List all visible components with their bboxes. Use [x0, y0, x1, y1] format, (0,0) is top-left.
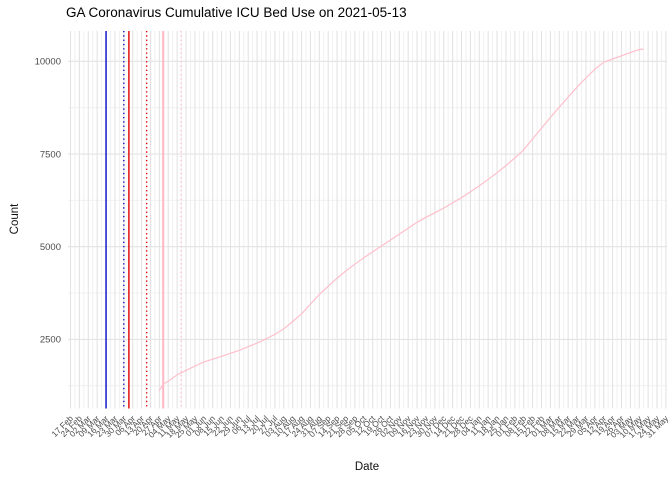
- chart-title: GA Coronavirus Cumulative ICU Bed Use on…: [66, 5, 407, 20]
- data-series: [158, 48, 644, 391]
- event-vlines: [105, 31, 182, 409]
- series-line-cumulative-icu-bed-use: [158, 48, 644, 391]
- y-tick-labels: 2500 5000 7500 10000: [35, 57, 61, 346]
- y-tick-label: 7500: [40, 149, 61, 160]
- major-gridlines: [68, 31, 667, 409]
- x-axis-title: Date: [354, 461, 380, 473]
- y-tick-label: 5000: [40, 242, 61, 253]
- y-tick-label: 10000: [35, 57, 61, 68]
- y-tick-label: 2500: [40, 335, 61, 346]
